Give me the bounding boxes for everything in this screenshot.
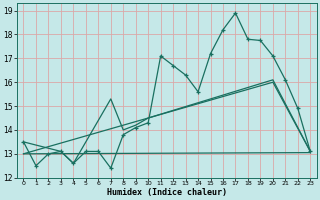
X-axis label: Humidex (Indice chaleur): Humidex (Indice chaleur) xyxy=(107,188,227,197)
